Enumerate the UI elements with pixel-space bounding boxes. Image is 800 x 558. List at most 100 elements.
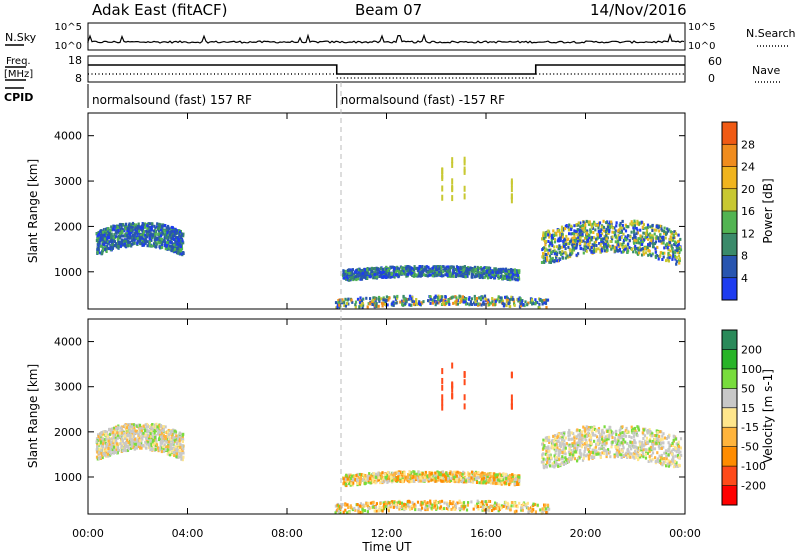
- range-cell: [542, 252, 544, 255]
- range-cell: [556, 253, 558, 256]
- range-cell: [617, 229, 619, 232]
- range-cell: [509, 474, 511, 477]
- range-cell: [121, 230, 123, 233]
- range-cell: [355, 275, 357, 278]
- range-cell: [99, 456, 101, 459]
- range-cell: [161, 225, 163, 228]
- range-cell: [419, 480, 421, 483]
- range-cell: [442, 270, 444, 273]
- range-cell: [586, 250, 588, 253]
- range-cell: [345, 483, 347, 486]
- range-cell: [98, 443, 100, 446]
- freq-tick-top: 18: [68, 54, 82, 67]
- range-cell: [629, 223, 631, 226]
- range-cell: [468, 473, 470, 476]
- range-cell: [620, 227, 622, 230]
- range-cell: [424, 479, 426, 482]
- cpid-segment-label: normalsound (fast) 157 RF: [92, 93, 252, 107]
- range-cell: [170, 231, 172, 234]
- range-cell: [165, 448, 167, 451]
- range-cell: [401, 303, 403, 306]
- range-cell: [580, 230, 582, 233]
- range-cell: [655, 251, 657, 254]
- range-cell: [115, 451, 117, 454]
- range-cell: [98, 452, 100, 455]
- range-cell: [393, 473, 395, 476]
- range-cell: [505, 477, 507, 480]
- range-cell: [674, 251, 676, 254]
- range-cell: [143, 243, 145, 246]
- range-cell: [481, 304, 483, 307]
- range-cell: [680, 437, 682, 440]
- range-cell: [678, 262, 680, 265]
- range-cell: [119, 435, 121, 438]
- range-cell: [432, 302, 434, 305]
- range-cell: [145, 437, 147, 440]
- range-cell: [129, 233, 131, 236]
- range-cell: [364, 482, 366, 485]
- range-cell: [148, 443, 150, 446]
- cpid-label: CPID: [4, 91, 33, 104]
- range-cell: [401, 272, 403, 275]
- range-cell: [441, 195, 443, 201]
- range-cell: [652, 224, 654, 227]
- range-cell: [147, 244, 149, 247]
- range-cell: [169, 233, 171, 236]
- range-cell: [465, 297, 467, 300]
- range-cell: [678, 254, 680, 257]
- range-cell: [679, 238, 681, 241]
- range-cell: [359, 301, 361, 304]
- range-cell: [382, 298, 384, 301]
- range-cell: [559, 233, 561, 236]
- range-cell: [600, 234, 602, 237]
- range-cell: [167, 431, 169, 434]
- range-cell: [97, 251, 99, 254]
- range-cell: [573, 224, 575, 227]
- power-ylabel: Slant Range [km]: [26, 159, 40, 263]
- range-cell: [577, 228, 579, 231]
- range-cell: [475, 300, 477, 303]
- range-cell: [545, 240, 547, 243]
- range-cell: [370, 482, 372, 485]
- range-cell: [473, 473, 475, 476]
- range-cell: [395, 273, 397, 276]
- range-cell: [107, 453, 109, 456]
- range-cell: [335, 301, 337, 304]
- range-cell: [541, 255, 543, 258]
- range-cell: [644, 247, 646, 250]
- range-cell: [164, 237, 166, 240]
- range-cell: [112, 228, 114, 231]
- range-cell: [413, 480, 415, 483]
- range-cell: [155, 448, 157, 451]
- range-cell: [629, 236, 631, 239]
- range-cell: [509, 305, 511, 308]
- range-cell: [660, 228, 662, 231]
- range-cell: [350, 477, 352, 480]
- range-cell: [390, 266, 392, 269]
- range-cell: [483, 477, 485, 480]
- range-cell: [667, 259, 669, 262]
- range-cell: [645, 227, 647, 230]
- range-cell: [445, 478, 447, 481]
- range-cell: [139, 439, 141, 442]
- range-cell: [500, 275, 502, 278]
- range-cell: [372, 299, 374, 302]
- range-cell: [107, 236, 109, 239]
- range-cell: [481, 478, 483, 481]
- range-cell: [575, 240, 577, 243]
- range-cell: [102, 446, 104, 449]
- range-cell: [103, 243, 105, 246]
- range-cell: [498, 482, 500, 485]
- range-cell: [476, 481, 478, 484]
- range-cell: [583, 221, 585, 224]
- range-cell: [457, 471, 459, 474]
- range-cell: [492, 303, 494, 306]
- range-cell: [360, 304, 362, 307]
- range-cell: [177, 252, 179, 255]
- range-cell: [515, 474, 517, 477]
- range-cell: [597, 234, 599, 237]
- range-cell: [175, 229, 177, 232]
- range-cell: [407, 273, 409, 276]
- range-cell: [113, 236, 115, 239]
